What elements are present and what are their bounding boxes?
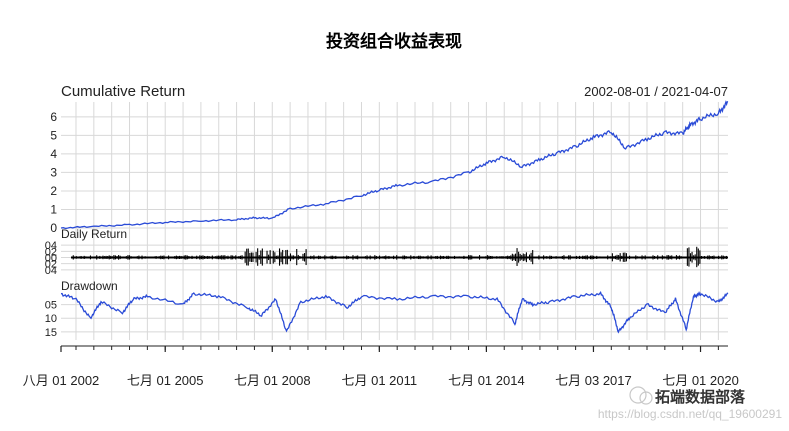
y-tick-label: 5 xyxy=(50,128,57,142)
series-line xyxy=(60,290,729,334)
wechat-icon xyxy=(629,386,647,404)
y-tick-label: 6 xyxy=(50,110,57,124)
y-tick-label: 0 xyxy=(50,221,57,235)
y-tick-label: 1 xyxy=(50,202,57,216)
y-tick-label: 3 xyxy=(50,165,57,179)
y-tick-label: 05 xyxy=(45,300,57,312)
x-tick-label: 八月 01 2002 xyxy=(23,373,100,388)
watermark: 拓端数据部落 https://blog.csdn.net/qq_19600291 xyxy=(598,386,782,421)
series-line xyxy=(60,100,729,230)
x-tick-label: 七月 01 2014 xyxy=(448,373,525,388)
watermark-url: https://blog.csdn.net/qq_19600291 xyxy=(598,407,782,421)
y-tick-label: 4 xyxy=(50,147,57,161)
x-axis: 八月 01 2002 七月 01 2005 七月 01 2008 七月 01 2011… xyxy=(23,345,739,388)
y-tick-label: 2 xyxy=(50,184,57,198)
x-tick-label: 七月 03 2017 xyxy=(555,373,632,388)
date-range-label: 2002-08-01 / 2021-04-07 xyxy=(584,84,728,99)
wechat-icon-inner xyxy=(639,391,653,405)
y-tick-label: 02 xyxy=(45,259,57,271)
x-tick-label: 七月 01 2008 xyxy=(234,373,311,388)
y-tick-label: 04 xyxy=(45,265,57,277)
grid-lines xyxy=(75,102,719,340)
daily-return-bars xyxy=(71,246,728,268)
panel-title-cumulative-return: Cumulative Return xyxy=(61,83,185,100)
chart-title: 投资组合收益表现 xyxy=(326,31,462,51)
panel-title: Drawdown xyxy=(61,279,118,293)
y-tick-label: 00 xyxy=(45,253,57,265)
x-tick-label: 七月 01 2005 xyxy=(127,373,204,388)
x-tick-label: 七月 01 2011 xyxy=(342,373,418,388)
y-tick-label: 15 xyxy=(45,327,57,339)
y-tick-label: 10 xyxy=(45,313,57,325)
y-tick-label: 02 xyxy=(45,246,57,258)
panel-1: 0 1 2 3 4 5 6 xyxy=(50,100,729,235)
x-tick-label: 七月 01 2020 xyxy=(662,373,739,388)
watermark-brand: 拓端数据部落 xyxy=(655,388,746,406)
y-tick-label: 04 xyxy=(45,240,57,252)
panel-title: Daily Return xyxy=(61,227,127,241)
